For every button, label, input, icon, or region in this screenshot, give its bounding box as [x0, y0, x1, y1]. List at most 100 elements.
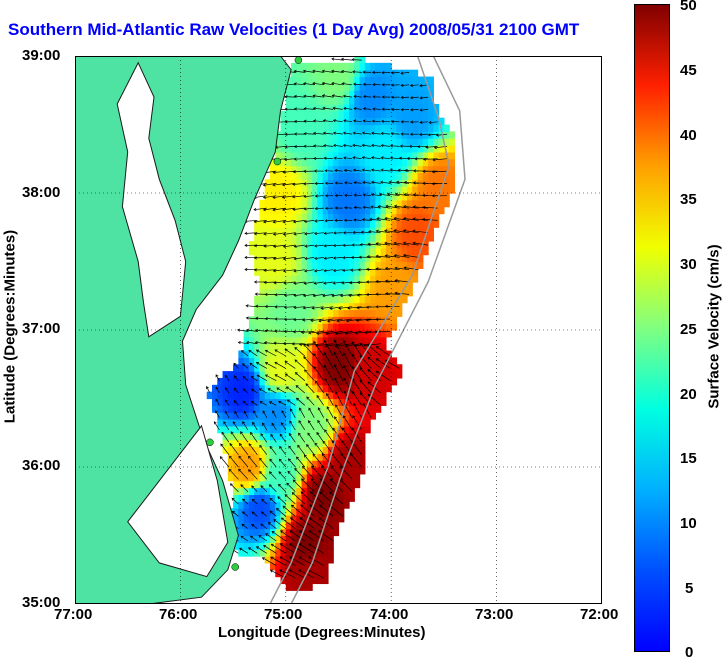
velocity-cell — [354, 159, 360, 166]
velocity-cell — [333, 309, 339, 316]
velocity-cell — [375, 282, 381, 289]
velocity-cell — [370, 255, 376, 262]
velocity-cell — [296, 200, 302, 207]
velocity-cell — [296, 268, 302, 275]
velocity-cell — [418, 111, 424, 118]
velocity-cell — [328, 166, 334, 173]
velocity-cell — [333, 262, 339, 269]
velocity-cell — [265, 426, 271, 433]
velocity-arrow — [285, 97, 295, 98]
velocity-cell — [360, 220, 366, 227]
velocity-cell — [312, 481, 318, 488]
velocity-cell — [381, 138, 387, 145]
velocity-cell — [328, 542, 334, 549]
velocity-cell — [259, 488, 265, 495]
velocity-cell — [360, 166, 366, 173]
velocity-cell — [323, 131, 329, 138]
velocity-cell — [291, 138, 297, 145]
velocity-cell — [439, 159, 445, 166]
colorbar-tick-label: 0 — [685, 644, 693, 661]
velocity-cell — [407, 234, 413, 241]
velocity-cell — [354, 446, 360, 453]
velocity-cell — [265, 494, 271, 501]
velocity-cell — [312, 63, 318, 70]
velocity-cell — [370, 282, 376, 289]
velocity-cell — [259, 214, 265, 221]
velocity-cell — [228, 474, 234, 481]
velocity-cell — [396, 138, 402, 145]
velocity-cell — [339, 508, 345, 515]
velocity-cell — [238, 515, 244, 522]
velocity-cell — [275, 296, 281, 303]
velocity-cell — [381, 392, 387, 399]
velocity-cell — [328, 63, 334, 70]
velocity-cell — [375, 125, 381, 132]
velocity-cell — [418, 125, 424, 132]
velocity-cell — [291, 63, 297, 70]
velocity-cell — [396, 371, 402, 378]
velocity-cell — [249, 392, 255, 399]
velocity-cell — [354, 200, 360, 207]
velocity-cell — [396, 172, 402, 179]
velocity-cell — [349, 159, 355, 166]
velocity-cell — [323, 200, 329, 207]
velocity-cell — [302, 111, 308, 118]
velocity-cell — [238, 433, 244, 440]
velocity-cell — [391, 323, 397, 330]
velocity-cell — [349, 494, 355, 501]
velocity-cell — [396, 111, 402, 118]
velocity-cell — [307, 577, 313, 584]
velocity-cell — [317, 159, 323, 166]
velocity-cell — [339, 309, 345, 316]
velocity-cell — [259, 501, 265, 508]
velocity-cell — [307, 97, 313, 104]
velocity-arrow — [367, 269, 381, 270]
velocity-cell — [312, 111, 318, 118]
velocity-cell — [365, 296, 371, 303]
velocity-cell — [391, 131, 397, 138]
velocity-cell — [317, 309, 323, 316]
velocity-cell — [317, 248, 323, 255]
velocity-cell — [275, 241, 281, 248]
velocity-cell — [402, 159, 408, 166]
velocity-cell — [307, 104, 313, 111]
velocity-cell — [349, 481, 355, 488]
radar-station-marker — [206, 439, 213, 446]
velocity-cell — [265, 289, 271, 296]
velocity-cell — [317, 426, 323, 433]
velocity-cell — [265, 392, 271, 399]
velocity-cell — [428, 200, 434, 207]
velocity-cell — [323, 186, 329, 193]
velocity-cell — [286, 433, 292, 440]
velocity-cell — [418, 90, 424, 97]
velocity-cell — [428, 152, 434, 159]
velocity-cell — [344, 186, 350, 193]
velocity-cell — [333, 63, 339, 70]
velocity-cell — [370, 303, 376, 310]
velocity-cell — [296, 241, 302, 248]
velocity-cell — [259, 296, 265, 303]
velocity-cell — [412, 248, 418, 255]
velocity-cell — [286, 392, 292, 399]
velocity-cell — [259, 344, 265, 351]
velocity-cell — [265, 323, 271, 330]
velocity-cell — [307, 296, 313, 303]
velocity-cell — [360, 248, 366, 255]
velocity-cell — [296, 303, 302, 310]
velocity-cell — [339, 357, 345, 364]
velocity-cell — [360, 303, 366, 310]
velocity-cell — [418, 234, 424, 241]
velocity-cell — [339, 248, 345, 255]
velocity-cell — [281, 357, 287, 364]
velocity-cell — [317, 63, 323, 70]
velocity-cell — [312, 172, 318, 179]
velocity-cell — [344, 70, 350, 77]
velocity-cell — [296, 152, 302, 159]
velocity-cell — [323, 385, 329, 392]
velocity-cell — [391, 371, 397, 378]
velocity-cell — [275, 248, 281, 255]
velocity-cell — [365, 419, 371, 426]
velocity-cell — [307, 351, 313, 358]
velocity-cell — [270, 316, 276, 323]
velocity-cell — [365, 282, 371, 289]
